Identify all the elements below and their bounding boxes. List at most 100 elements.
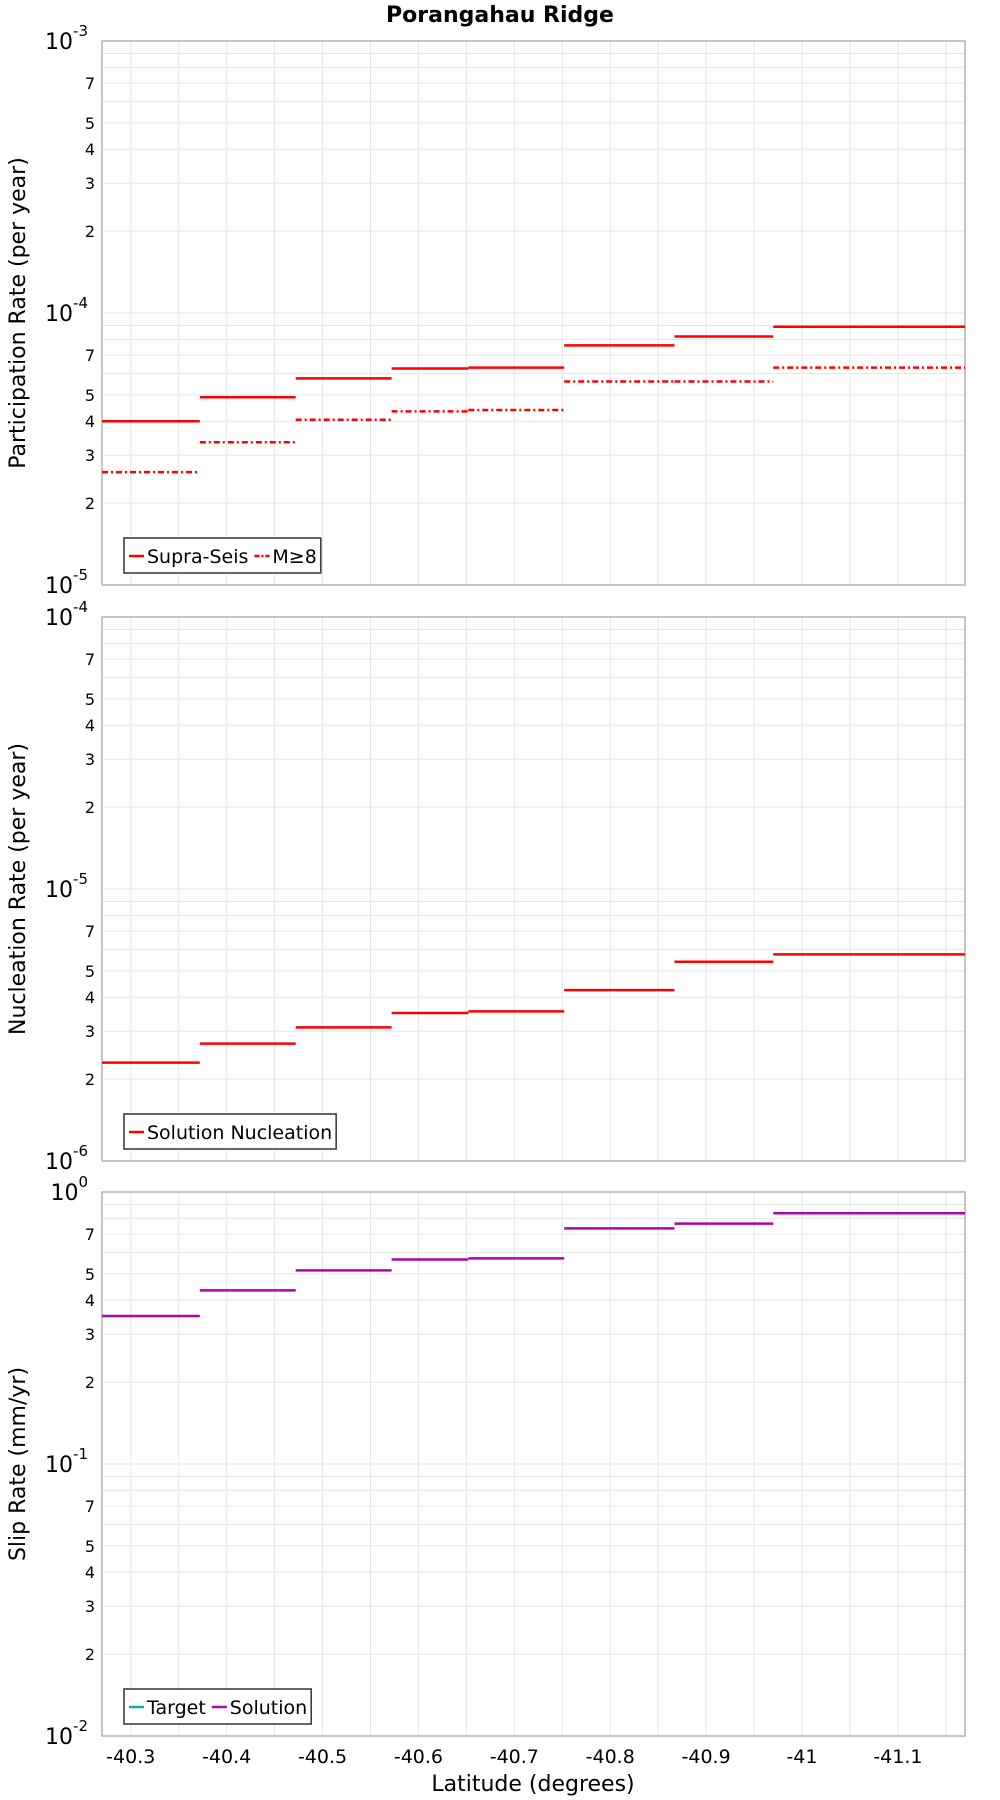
y-tick-base: 10	[45, 878, 73, 903]
y-tick-label: 10-4	[45, 598, 88, 631]
legend-label: Solution Nucleation	[147, 1122, 332, 1144]
y-tick-label: 4	[85, 716, 95, 735]
y-tick-label: 100	[50, 1173, 88, 1206]
series-m-8	[102, 366, 965, 474]
x-tick-label: -41.1	[873, 1746, 922, 1768]
y-tick-exponent: -5	[73, 870, 88, 888]
legend: Solution Nucleation	[123, 1113, 337, 1150]
y-tick-exponent: -1	[73, 1445, 88, 1463]
legend-box	[123, 537, 322, 574]
y-tick-label: 7	[85, 74, 95, 93]
x-tick-label: -40.4	[202, 1746, 251, 1768]
plot-frame	[101, 40, 966, 586]
y-tick-label: 2	[85, 1373, 95, 1392]
y-tick-exponent: -3	[73, 22, 88, 40]
gridlines	[102, 1192, 965, 1736]
y-tick-base: 10	[45, 1725, 73, 1750]
y-axis-label: Participation Rate (per year)	[6, 157, 31, 469]
plot-frame	[101, 1191, 966, 1737]
plot-frame	[101, 616, 966, 1162]
y-tick-label: 10-3	[45, 22, 88, 55]
y-tick-label: 5	[85, 962, 95, 981]
legend-box	[123, 1688, 312, 1725]
y-tick-base: 10	[45, 606, 73, 631]
y-tick-label: 4	[85, 140, 95, 159]
y-tick-label: 3	[85, 446, 95, 465]
y-tick-label: 2	[85, 222, 95, 241]
series-solution	[102, 1212, 965, 1318]
y-tick-base: 10	[45, 302, 73, 327]
legend-label: M≥8	[272, 546, 316, 568]
y-tick-label: 3	[85, 174, 95, 193]
y-tick-label: 10-4	[45, 294, 88, 327]
series-solution-nucleation	[102, 953, 965, 1064]
y-tick-label: 7	[85, 922, 95, 941]
legend-label: Supra-Seis	[147, 546, 248, 568]
y-tick-label: 10-1	[45, 1445, 88, 1478]
y-tick-base: 10	[45, 574, 73, 599]
x-tick-label: -40.8	[586, 1746, 635, 1768]
x-tick-label: -40.5	[298, 1746, 347, 1768]
y-tick-label: 3	[85, 750, 95, 769]
y-tick-exponent: -2	[73, 1717, 88, 1735]
y-tick-label: 3	[85, 1597, 95, 1616]
legend-box	[123, 1113, 337, 1150]
y-tick-label: 5	[85, 114, 95, 133]
gridlines	[102, 41, 965, 585]
x-tick-label: -40.3	[106, 1746, 155, 1768]
y-axis-label: Slip Rate (mm/yr)	[6, 1367, 31, 1561]
y-tick-base: 10	[45, 30, 73, 55]
x-tick-label: -40.6	[394, 1746, 443, 1768]
y-tick-label: 7	[85, 1497, 95, 1516]
y-tick-label: 10-6	[45, 1142, 88, 1175]
y-tick-label: 4	[85, 412, 95, 431]
y-tick-base: 10	[45, 1150, 73, 1175]
y-tick-label: 2	[85, 798, 95, 817]
legend-label: Solution	[230, 1697, 307, 1719]
x-tick-label: -40.9	[682, 1746, 731, 1768]
y-tick-exponent: -6	[73, 1142, 88, 1160]
legend: Supra-Seis M≥8	[123, 537, 322, 574]
x-axis-label: Latitude (degrees)	[431, 1772, 634, 1797]
y-tick-label: 2	[85, 1645, 95, 1664]
y-tick-label: 3	[85, 1325, 95, 1344]
x-tick-label: -41	[786, 1746, 817, 1768]
y-tick-exponent: -4	[73, 294, 88, 312]
y-tick-label: 10-2	[45, 1717, 88, 1750]
y-tick-label: 5	[85, 1537, 95, 1556]
y-tick-base: 10	[50, 1181, 78, 1206]
y-tick-exponent: -4	[73, 598, 88, 616]
y-tick-label: 3	[85, 1022, 95, 1041]
series-supra-seis	[102, 325, 965, 423]
y-tick-label: 4	[85, 1291, 95, 1310]
legend-label: Target	[146, 1697, 206, 1719]
x-tick-label: -40.7	[490, 1746, 539, 1768]
y-tick-label: 7	[85, 650, 95, 669]
y-tick-label: 2	[85, 1070, 95, 1089]
legend: Target Solution	[123, 1688, 312, 1725]
y-tick-label: 4	[85, 1563, 95, 1582]
y-tick-label: 5	[85, 1265, 95, 1284]
chart-title: Porangahau Ridge	[386, 3, 614, 28]
y-tick-label: 2	[85, 494, 95, 513]
y-tick-base: 10	[45, 1453, 73, 1478]
y-tick-exponent: -5	[73, 566, 88, 584]
y-tick-label: 5	[85, 690, 95, 709]
y-tick-label: 5	[85, 386, 95, 405]
y-axis-label: Nucleation Rate (per year)	[6, 743, 31, 1035]
y-tick-label: 10-5	[45, 870, 88, 903]
y-tick-label: 4	[85, 988, 95, 1007]
x-tick-labels: -40.3 -40.4 -40.5 -40.6 -40.7 -40.8 -40.9 -41 -4…	[106, 1746, 922, 1768]
y-tick-label: 7	[85, 346, 95, 365]
gridlines	[102, 617, 965, 1161]
y-tick-exponent: 0	[78, 1173, 88, 1191]
y-tick-label: 10-5	[45, 566, 88, 599]
